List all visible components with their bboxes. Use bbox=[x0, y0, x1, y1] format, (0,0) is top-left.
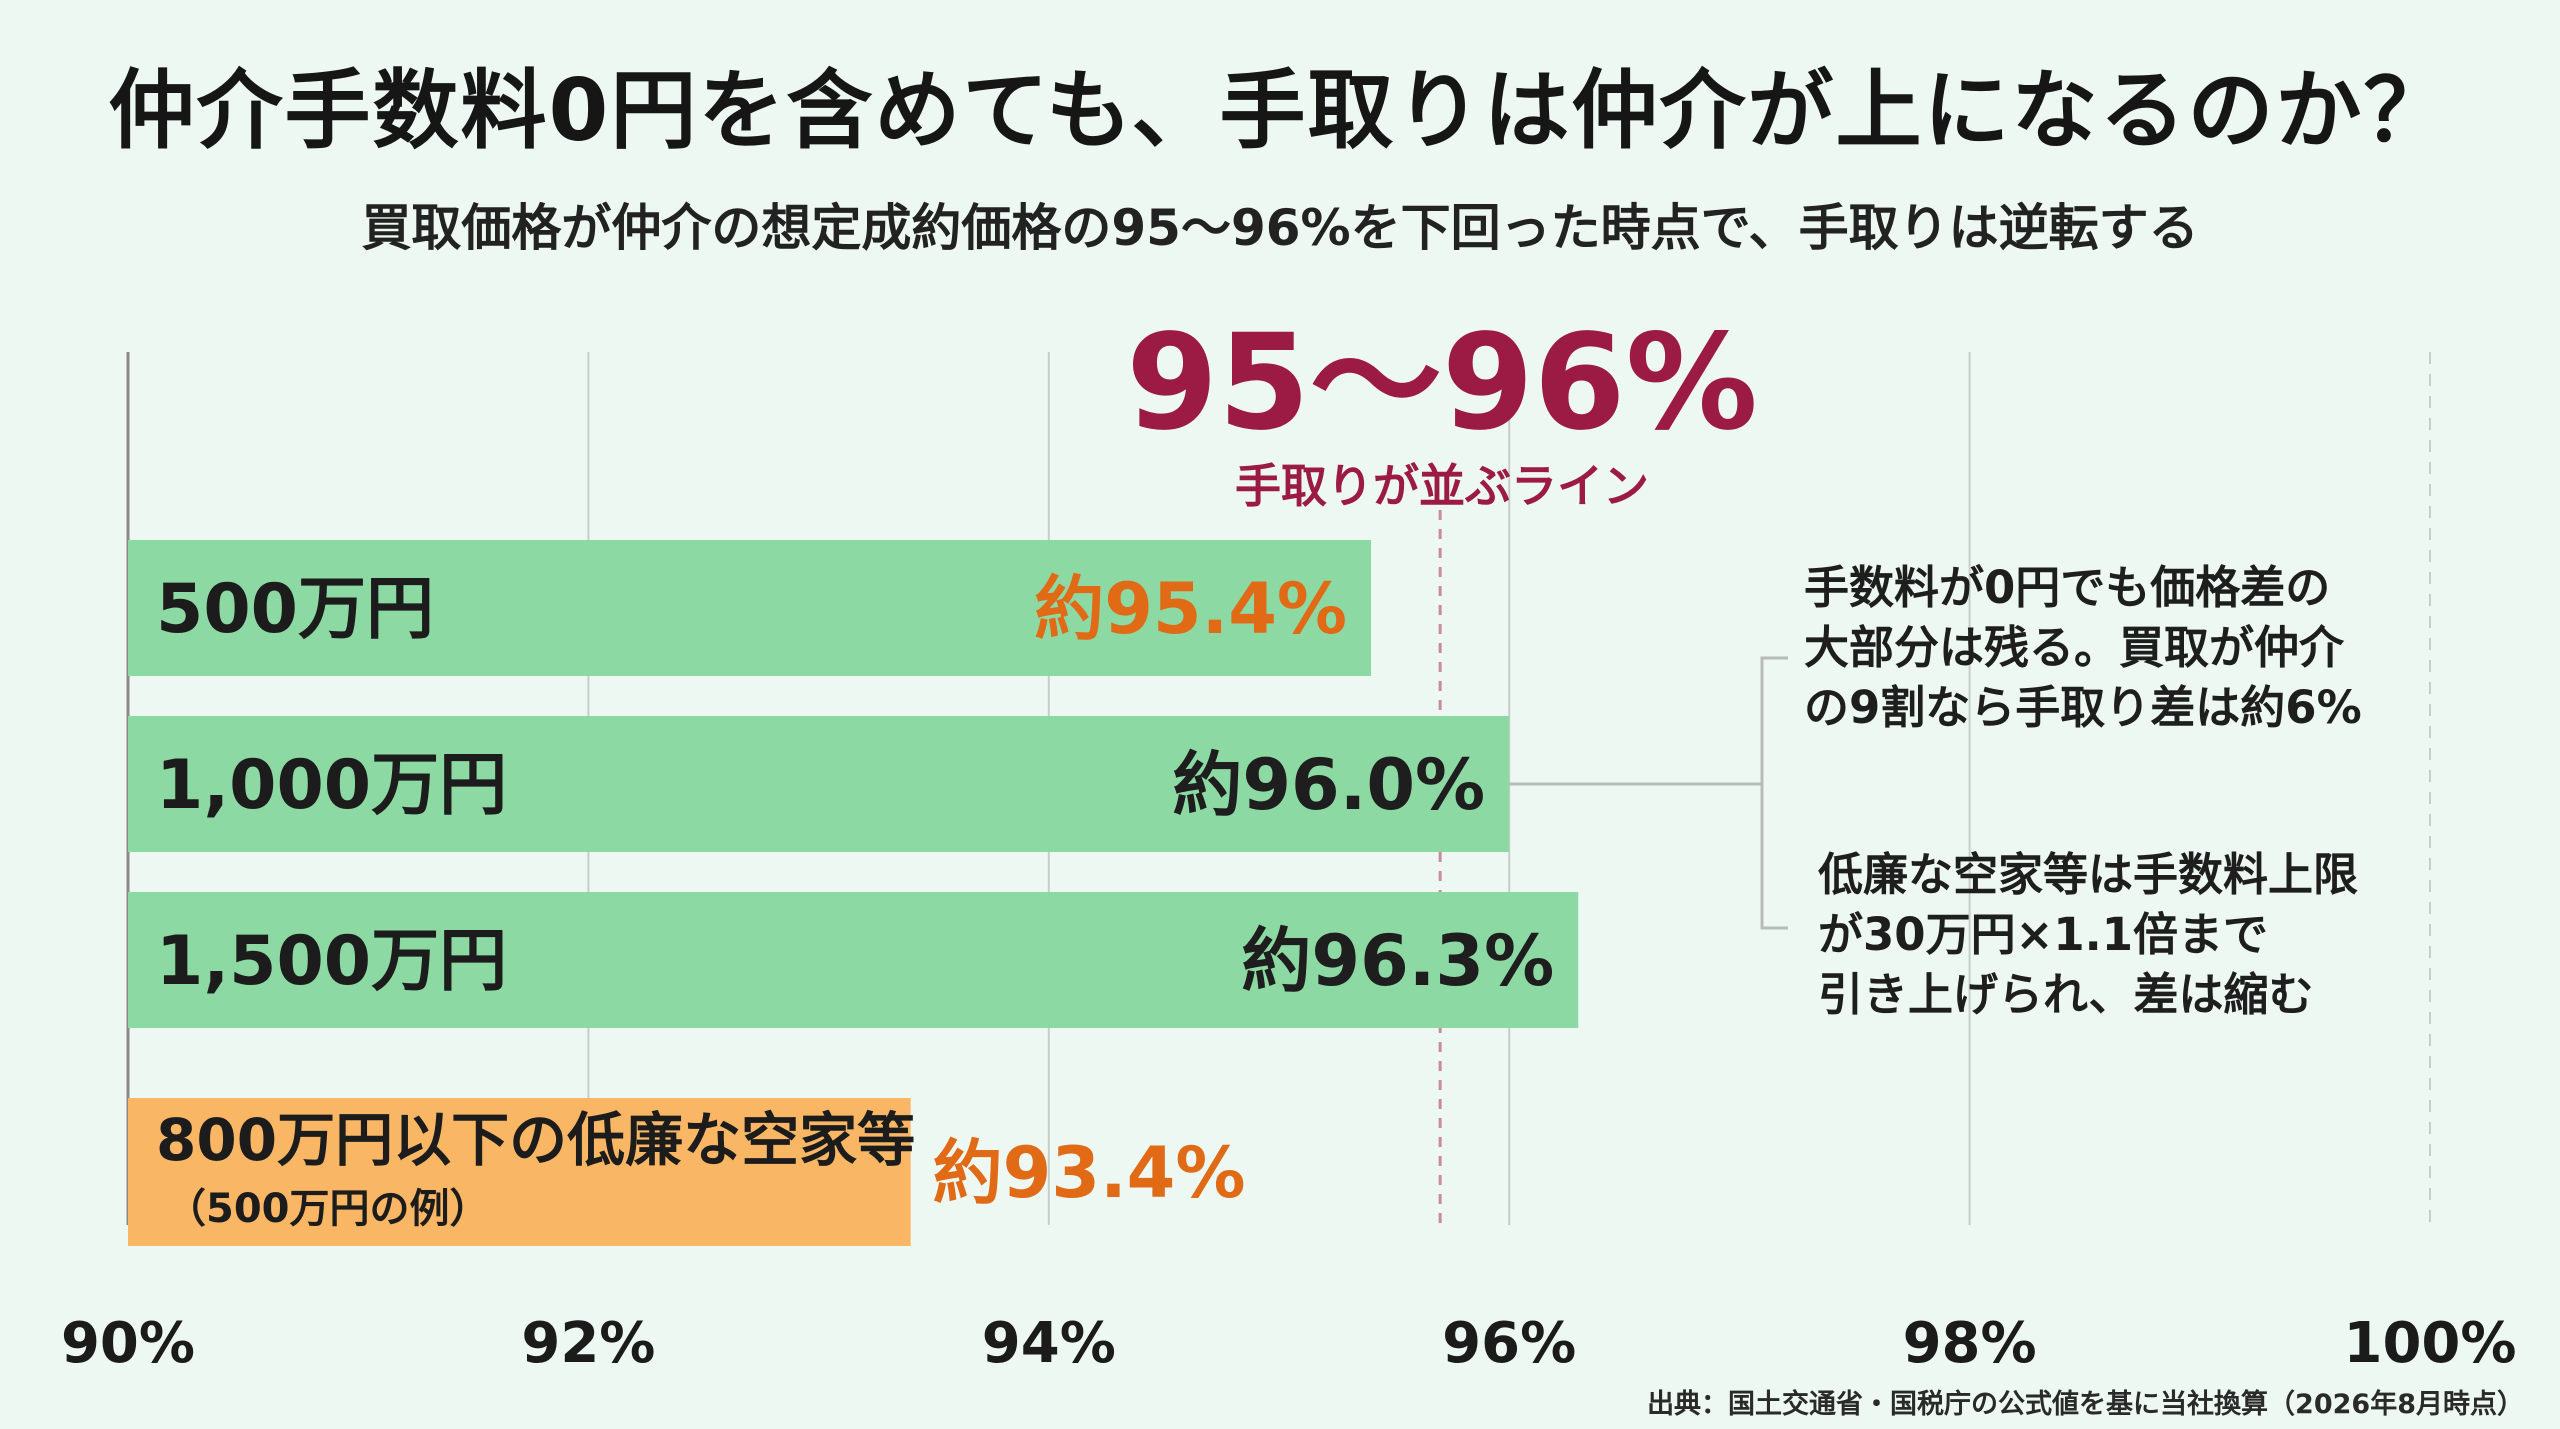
note-2-line-3: 引き上げられ、差は縮む bbox=[1818, 968, 2314, 1021]
note-2-line-2: が30万円×1.1倍まで bbox=[1818, 908, 2269, 961]
page-title: 仲介手数料0円を含めても、手取りは仲介が上になるのか？ bbox=[108, 61, 2452, 161]
annotation-note-2: 低廉な空家等は手数料上限 が30万円×1.1倍まで 引き上げられ、差は縮む bbox=[1818, 845, 2358, 1025]
value-label: 約95.4% bbox=[1034, 568, 1347, 650]
x-tick-label: 90% bbox=[61, 1311, 195, 1376]
reference-line-group: 95〜96%手取りが並ぶライン bbox=[1126, 306, 1758, 1225]
x-tick-label: 98% bbox=[1903, 1311, 2037, 1376]
reference-line-sublabel: 手取りが並ぶライン bbox=[1235, 459, 1649, 513]
bar-1 bbox=[128, 540, 1372, 676]
page-subtitle: 買取価格が仲介の想定成約価格の95〜96%を下回った時点で、手取りは逆転する bbox=[361, 199, 2199, 257]
value-label: 約96.3% bbox=[1241, 920, 1554, 1002]
note-connector bbox=[1509, 656, 1788, 930]
category-sublabel: （500万円の例） bbox=[166, 1186, 490, 1232]
x-tick-label: 96% bbox=[1442, 1311, 1576, 1376]
category-label: 1,500万円 bbox=[156, 922, 507, 1001]
value-label: 約93.4% bbox=[933, 1132, 1246, 1214]
bar-2 bbox=[128, 716, 1510, 852]
category-label: 500万円 bbox=[156, 570, 434, 649]
x-tick-label: 94% bbox=[982, 1311, 1116, 1376]
x-tick-label: 100% bbox=[2343, 1311, 2516, 1376]
x-axis-ticks: 90% 92% 94% 96% 98% 100% bbox=[61, 1311, 2517, 1376]
reference-line-label: 95〜96% bbox=[1126, 306, 1758, 460]
x-tick-label: 92% bbox=[521, 1311, 655, 1376]
note-1-line-2: 大部分は残る。買取が仲介 bbox=[1804, 621, 2345, 674]
bar-4 bbox=[128, 1098, 911, 1246]
note-bracket bbox=[1509, 656, 1788, 930]
note-1-line-1: 手数料が0円でも価格差の bbox=[1804, 561, 2331, 614]
annotation-note-1: 手数料が0円でも価格差の 大部分は残る。買取が仲介 の9割なら手取り差は約6% bbox=[1804, 558, 2362, 738]
note-1-line-3: の9割なら手取り差は約6% bbox=[1804, 681, 2362, 734]
category-label: 1,000万円 bbox=[156, 746, 507, 825]
category-label: 800万円以下の低廉な空家等 bbox=[156, 1106, 915, 1174]
bar-3 bbox=[128, 892, 1579, 1028]
bars: 500万円 約95.4% 1,000万円 約96.0% 1,500万円 約96.3% 800… bbox=[128, 540, 1579, 1246]
note-2-line-1: 低廉な空家等は手数料上限 bbox=[1818, 848, 2359, 901]
value-label: 約96.0% bbox=[1172, 744, 1485, 826]
source-citation: 出典：国土交通省・国税庁の公式値を基に当社換算（2026年8月時点） bbox=[1647, 1389, 2524, 1420]
